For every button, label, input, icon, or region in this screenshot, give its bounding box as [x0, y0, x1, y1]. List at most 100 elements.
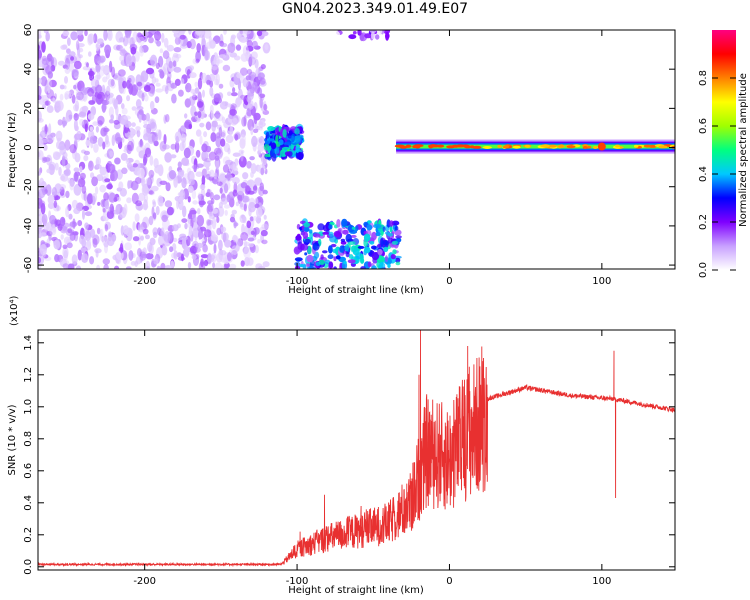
noise-blob [58, 60, 65, 66]
noise-blob [221, 232, 229, 241]
snr-xlabel: Height of straight line (km) [288, 585, 424, 596]
noise-blob [114, 132, 121, 145]
tone-hotspot [634, 144, 639, 148]
noise-blob [107, 236, 115, 247]
blob [275, 134, 279, 144]
noise-blob [173, 47, 182, 53]
x-tick-label: -200 [133, 276, 156, 287]
heat-region [394, 139, 675, 154]
noise-blob [124, 120, 132, 128]
noise-blob [89, 68, 93, 79]
noise-blob [260, 167, 265, 176]
noise-blob [257, 265, 266, 269]
noise-blob [91, 176, 98, 187]
noise-blob [135, 99, 142, 109]
noise-blob [119, 187, 127, 197]
blob [348, 241, 356, 246]
noise-blob [59, 216, 66, 227]
noise-blob [192, 92, 196, 98]
noise-blob [229, 108, 238, 116]
colorbar-gradient [712, 30, 736, 270]
tone-hotspot [658, 145, 668, 149]
noise-blob [141, 203, 149, 210]
noise-blob [195, 242, 204, 249]
noise-blob [246, 68, 253, 75]
noise-blob [170, 143, 177, 150]
noise-blob [38, 77, 42, 85]
blob [320, 254, 324, 260]
noise-blob [68, 223, 75, 229]
noise-blob [222, 64, 231, 72]
noise-blob [141, 81, 145, 89]
noise-blob [39, 130, 47, 139]
blob [395, 261, 401, 266]
noise-blob [201, 72, 207, 84]
noise-blob [87, 113, 95, 121]
noise-blob [84, 30, 88, 37]
noise-blob [73, 171, 79, 182]
noise-blob [45, 32, 50, 42]
blob [299, 264, 305, 268]
noise-blob [62, 244, 68, 250]
noise-blob [221, 116, 226, 124]
noise-blob [240, 53, 249, 62]
spectrogram-xlabel: Height of straight line (km) [288, 285, 424, 296]
noise-blob [172, 30, 180, 34]
snr-multiplier: (x10⁴) [9, 295, 20, 326]
noise-blob [250, 230, 255, 235]
noise-blob [250, 126, 254, 136]
noise-blob [138, 109, 144, 115]
tone-hotspot [566, 145, 576, 149]
noise-blob [115, 204, 120, 215]
tone-hotspot [436, 144, 445, 148]
noise-blob [137, 206, 143, 211]
noise-blob [257, 72, 266, 80]
noise-blob [165, 114, 170, 123]
noise-blob [64, 139, 71, 151]
noise-blob [196, 208, 201, 215]
noise-blob [124, 242, 132, 251]
noise-blob [228, 263, 237, 269]
noise-blob [42, 157, 51, 162]
noise-blob [204, 49, 209, 61]
noise-blob [107, 94, 114, 105]
noise-blob [65, 168, 71, 176]
blob [384, 255, 389, 263]
y-tick-label: 60 [23, 24, 34, 37]
noise-blob [230, 92, 238, 97]
noise-blob [66, 242, 73, 249]
blob [387, 263, 391, 268]
noise-blob [118, 69, 126, 77]
noise-blob [240, 182, 248, 189]
noise-blob [59, 84, 65, 90]
noise-blob [216, 216, 220, 223]
blob [380, 238, 384, 248]
noise-blob [73, 167, 80, 172]
noise-blob [121, 167, 128, 175]
noise-blob [164, 200, 173, 208]
y-tick-label: 0.0 [23, 559, 34, 575]
noise-blob [152, 227, 158, 236]
noise-blob [187, 262, 192, 269]
noise-blob [243, 115, 247, 127]
noise-blob [252, 128, 259, 133]
noise-blob [151, 132, 158, 144]
noise-blob [105, 134, 109, 145]
noise-blob [168, 60, 173, 69]
noise-blob [123, 35, 129, 47]
noise-blob [162, 144, 170, 150]
blob [342, 229, 349, 235]
noise-blob [122, 80, 127, 89]
noise-blob [217, 206, 225, 217]
noise-blob [113, 197, 118, 203]
heat-region [38, 30, 271, 269]
noise-blob [121, 107, 128, 115]
blob [387, 237, 394, 244]
noise-blob [147, 123, 155, 129]
noise-blob [161, 245, 168, 256]
noise-blob [75, 265, 82, 269]
noise-blob [241, 195, 250, 203]
noise-blob [58, 184, 67, 190]
noise-blob [252, 215, 258, 221]
noise-blob [89, 228, 96, 238]
